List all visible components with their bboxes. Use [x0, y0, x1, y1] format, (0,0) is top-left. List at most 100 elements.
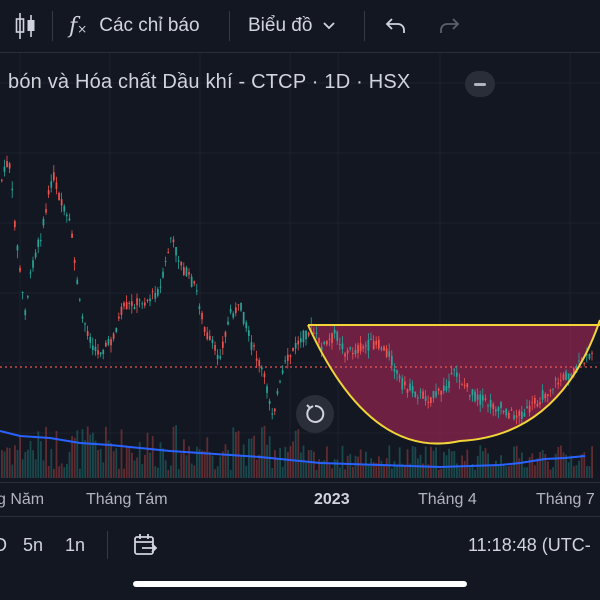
candle — [170, 237, 172, 243]
volume-bar — [305, 463, 307, 478]
volume-bar — [222, 451, 224, 478]
candle — [554, 376, 557, 388]
volume-bar — [476, 455, 479, 478]
volume-bar — [513, 446, 515, 478]
volume-bar — [24, 451, 27, 478]
candle — [339, 337, 341, 351]
volume-bar — [284, 447, 287, 478]
volume-bar — [76, 430, 79, 478]
candlestick-icon[interactable] — [0, 0, 52, 52]
volume-bar — [29, 440, 32, 478]
undo-button[interactable] — [365, 0, 427, 52]
volume-bar — [430, 446, 432, 478]
candle — [14, 219, 16, 231]
volume-bar — [341, 445, 344, 478]
range-button-1n[interactable]: 1n — [65, 535, 86, 555]
candle — [547, 393, 549, 403]
candle — [107, 335, 110, 347]
volume-bar — [115, 448, 118, 478]
volume-bar — [443, 451, 445, 478]
volume-bar — [315, 469, 318, 478]
candle — [21, 291, 24, 300]
candle — [398, 373, 401, 383]
volume-bar — [144, 454, 146, 478]
volume-bar — [92, 432, 94, 478]
volume-bar — [99, 448, 102, 478]
candle — [110, 336, 112, 353]
candle — [24, 308, 27, 320]
volume-bar — [435, 447, 437, 478]
candle — [3, 159, 6, 177]
volume-bar — [123, 468, 125, 478]
volume-bar — [138, 442, 141, 478]
volume-bar — [388, 445, 391, 478]
candle — [323, 340, 326, 346]
time-axis[interactable]: g Năm Tháng Tám 2023 Tháng 4 Tháng 7 — [0, 482, 600, 515]
indicators-button[interactable]: f× Các chỉ báo — [53, 0, 229, 52]
candle — [118, 312, 120, 322]
collapse-legend-button[interactable] — [465, 71, 495, 97]
candle — [583, 362, 586, 367]
candle — [500, 400, 502, 415]
cup-pattern-fill — [308, 320, 600, 444]
bottom-toolbar: D 5n 1n 11:18:48 (UTC- — [0, 516, 600, 573]
candle — [430, 397, 432, 407]
volume-bar — [531, 453, 534, 478]
candle — [84, 322, 86, 332]
reset-chart-button[interactable] — [296, 395, 334, 433]
range-button-5n[interactable]: 5n — [23, 535, 44, 555]
volume-bar — [560, 445, 562, 478]
volume-bar — [536, 458, 539, 478]
candle — [531, 395, 534, 411]
toolbar-divider — [229, 11, 230, 41]
chart-pane[interactable] — [0, 53, 600, 515]
redo-button[interactable] — [427, 0, 471, 52]
candle — [427, 395, 430, 409]
candle — [180, 261, 183, 271]
volume-bar — [448, 448, 450, 478]
candle — [196, 283, 198, 296]
candle — [149, 294, 151, 307]
volume-bar — [209, 452, 211, 478]
candle — [458, 373, 461, 390]
candle — [6, 155, 8, 168]
volume-bar — [63, 467, 66, 478]
volume-bar — [172, 426, 175, 478]
candle — [86, 325, 89, 340]
candle — [73, 257, 76, 271]
candle — [214, 341, 216, 356]
toolbar-divider — [364, 11, 365, 41]
volume-bar — [266, 444, 268, 478]
volume-bar — [526, 467, 528, 478]
candle — [505, 408, 508, 418]
price-chart[interactable] — [0, 53, 600, 515]
volume-bar — [45, 426, 47, 478]
volume-bar — [453, 451, 456, 478]
candle — [375, 336, 378, 349]
date-range-button[interactable] — [132, 532, 158, 563]
clock-timezone[interactable]: 11:18:48 (UTC- — [468, 535, 591, 555]
volume-bar — [466, 449, 469, 478]
candle — [8, 162, 11, 174]
candle — [66, 212, 68, 223]
symbol-title[interactable]: bón và Hóa chất Dầu khí - CTCP · 1D · HS… — [8, 71, 411, 93]
volume-bar — [159, 442, 162, 478]
volume-bar — [203, 451, 206, 478]
candle — [479, 390, 482, 412]
candle — [271, 408, 274, 420]
volume-bar — [432, 450, 435, 478]
candle — [47, 185, 50, 198]
volume-bar — [250, 438, 253, 478]
candle — [318, 337, 320, 346]
volume-bar — [437, 469, 440, 478]
volume-bar — [81, 429, 84, 478]
chart-type-button[interactable]: Biểu đồ — [230, 0, 364, 52]
candle — [136, 293, 138, 314]
volume-bar — [367, 465, 370, 478]
candle — [162, 267, 164, 279]
candle — [409, 378, 411, 392]
volume-bar — [190, 463, 193, 478]
volume-bar — [201, 450, 203, 478]
range-button-d[interactable]: D — [0, 535, 7, 555]
volume-bar — [110, 443, 112, 478]
